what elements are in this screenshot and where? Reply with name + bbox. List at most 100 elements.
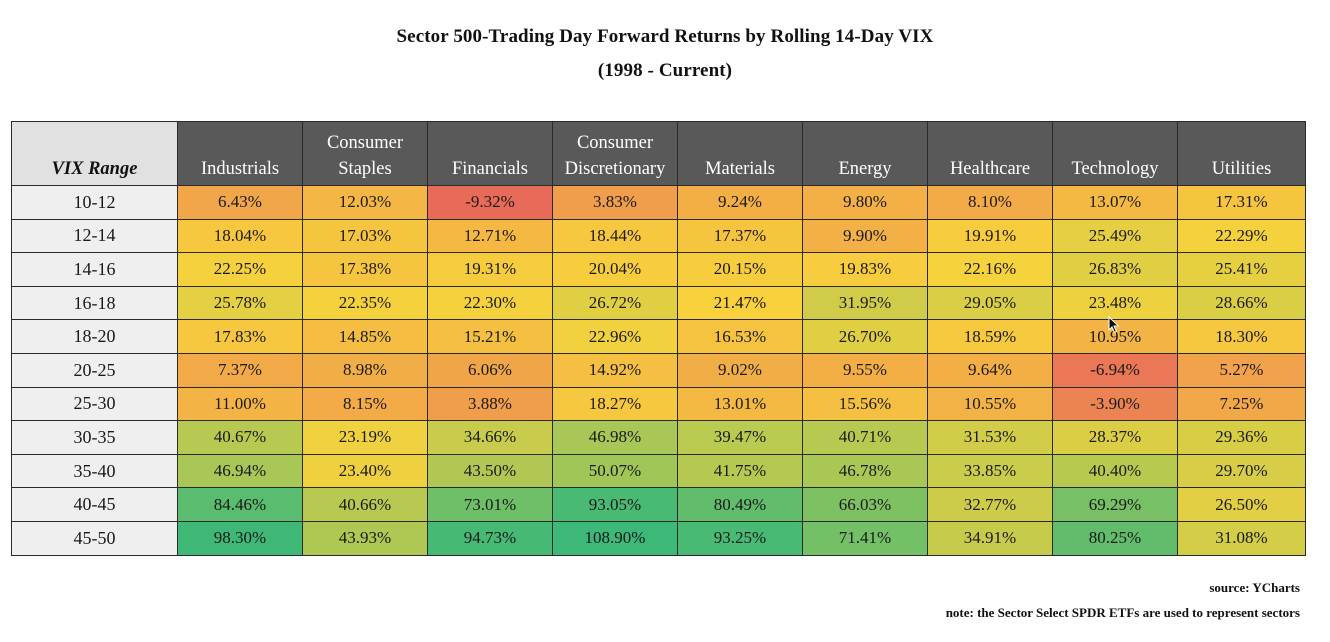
return-cell: 14.92% (552, 352, 678, 388)
return-cell: 13.01% (677, 386, 803, 422)
table-row: 40-45 84.46% 40.66% 73.01% 93.05% 80.49% 66.03… (11, 487, 1306, 522)
source-note: source: YCharts (1209, 580, 1300, 595)
table-row: 30-35 40.67% 23.19% 34.66% 46.98% 39.47% 40.71… (11, 420, 1306, 455)
return-cell: 22.35% (302, 285, 428, 321)
return-cell: 46.94% (177, 453, 303, 489)
return-cell: 9.80% (802, 185, 928, 220)
vix-range-cell: 12-14 (11, 218, 178, 254)
return-cell: 31.53% (927, 420, 1053, 455)
return-cell: 26.83% (1052, 252, 1178, 287)
return-cell: 69.29% (1052, 487, 1178, 522)
return-cell: 7.37% (177, 352, 303, 388)
table-row: 45-50 98.30% 43.93% 94.73% 108.90% 93.25% 71.4… (11, 520, 1306, 556)
return-cell: 31.08% (1177, 520, 1306, 556)
return-cell: 41.75% (677, 453, 803, 489)
return-cell: 40.71% (802, 420, 928, 455)
column-header: Energy (802, 121, 928, 186)
return-cell: 40.67% (177, 420, 303, 455)
vix-range-cell: 40-45 (11, 487, 178, 522)
return-cell: 18.04% (177, 218, 303, 254)
return-cell: 17.83% (177, 319, 303, 354)
return-cell: 19.83% (802, 252, 928, 287)
return-cell: 23.40% (302, 453, 428, 489)
return-cell: -6.94% (1052, 352, 1178, 388)
return-cell: 5.27% (1177, 352, 1306, 388)
return-cell: 25.41% (1177, 252, 1306, 287)
vix-range-cell: 45-50 (11, 520, 178, 556)
return-cell: 46.78% (802, 453, 928, 489)
return-cell: 18.59% (927, 319, 1053, 354)
return-cell: 40.66% (302, 487, 428, 522)
return-cell: 93.05% (552, 487, 678, 522)
return-cell: 9.55% (802, 352, 928, 388)
return-cell: 43.93% (302, 520, 428, 556)
return-cell: 17.03% (302, 218, 428, 254)
return-cell: 33.85% (927, 453, 1053, 489)
return-cell: 8.15% (302, 386, 428, 422)
return-cell: 22.30% (427, 285, 553, 321)
return-cell: 73.01% (427, 487, 553, 522)
return-cell: 3.88% (427, 386, 553, 422)
return-cell: 66.03% (802, 487, 928, 522)
vix-range-cell: 14-16 (11, 252, 178, 287)
return-cell: 22.25% (177, 252, 303, 287)
return-cell: 43.50% (427, 453, 553, 489)
column-header: Utilities (1177, 121, 1306, 186)
column-header: Industrials (177, 121, 303, 186)
return-cell: 29.70% (1177, 453, 1306, 489)
return-cell: 12.03% (302, 185, 428, 220)
return-cell: 26.72% (552, 285, 678, 321)
return-cell: 26.70% (802, 319, 928, 354)
return-cell: 17.38% (302, 252, 428, 287)
return-cell: 25.78% (177, 285, 303, 321)
return-cell: 80.49% (677, 487, 803, 522)
column-header: Healthcare (927, 121, 1053, 186)
return-cell: 94.73% (427, 520, 553, 556)
column-header: Consumer Staples (302, 121, 428, 186)
vix-range-cell: 20-25 (11, 352, 178, 388)
return-cell: 9.90% (802, 218, 928, 254)
return-cell: 25.49% (1052, 218, 1178, 254)
column-header: Materials (677, 121, 803, 186)
return-cell: 22.16% (927, 252, 1053, 287)
return-cell: 10.55% (927, 386, 1053, 422)
return-cell: -3.90% (1052, 386, 1178, 422)
return-cell: 15.21% (427, 319, 553, 354)
table-row: 25-30 11.00% 8.15% 3.88% 18.27% 13.01% 15.56% 1… (11, 386, 1306, 422)
vix-range-cell: 25-30 (11, 386, 178, 422)
return-cell: 40.40% (1052, 453, 1178, 489)
return-cell: 29.36% (1177, 420, 1306, 455)
return-cell: 23.19% (302, 420, 428, 455)
return-cell: 18.27% (552, 386, 678, 422)
chart-subtitle: (1998 - Current) (597, 60, 733, 81)
vix-range-cell: 10-12 (11, 185, 178, 220)
return-cell: 13.07% (1052, 185, 1178, 220)
footnote: note: the Sector Select SPDR ETFs are us… (945, 605, 1300, 620)
chart-title: Sector 500-Trading Day Forward Returns b… (396, 26, 934, 47)
return-cell: 18.30% (1177, 319, 1306, 354)
column-header: Technology (1052, 121, 1178, 186)
return-cell: 18.44% (552, 218, 678, 254)
return-cell: 98.30% (177, 520, 303, 556)
header-row: VIX Range Industrials Consumer Staples Fina… (11, 121, 1306, 186)
return-cell: 32.77% (927, 487, 1053, 522)
return-cell: 17.37% (677, 218, 803, 254)
heatmap-table: VIX Range Industrials Consumer Staples Fina… (11, 121, 1306, 556)
return-cell: 31.95% (802, 285, 928, 321)
table-row: 18-20 17.83% 14.85% 15.21% 22.96% 16.53% 26.70… (11, 319, 1306, 354)
column-header: Financials (427, 121, 553, 186)
return-cell: 9.24% (677, 185, 803, 220)
return-cell: 26.50% (1177, 487, 1306, 522)
return-cell: 9.02% (677, 352, 803, 388)
return-cell: 21.47% (677, 285, 803, 321)
return-cell: 50.07% (552, 453, 678, 489)
table-row: 14-16 22.25% 17.38% 19.31% 20.04% 20.15% 19.83… (11, 252, 1306, 287)
return-cell: 6.43% (177, 185, 303, 220)
vix-range-cell: 18-20 (11, 319, 178, 354)
mouse-cursor-icon (1108, 316, 1120, 334)
return-cell: 8.10% (927, 185, 1053, 220)
return-cell: 17.31% (1177, 185, 1306, 220)
return-cell: 11.00% (177, 386, 303, 422)
return-cell: 29.05% (927, 285, 1053, 321)
return-cell: 39.47% (677, 420, 803, 455)
